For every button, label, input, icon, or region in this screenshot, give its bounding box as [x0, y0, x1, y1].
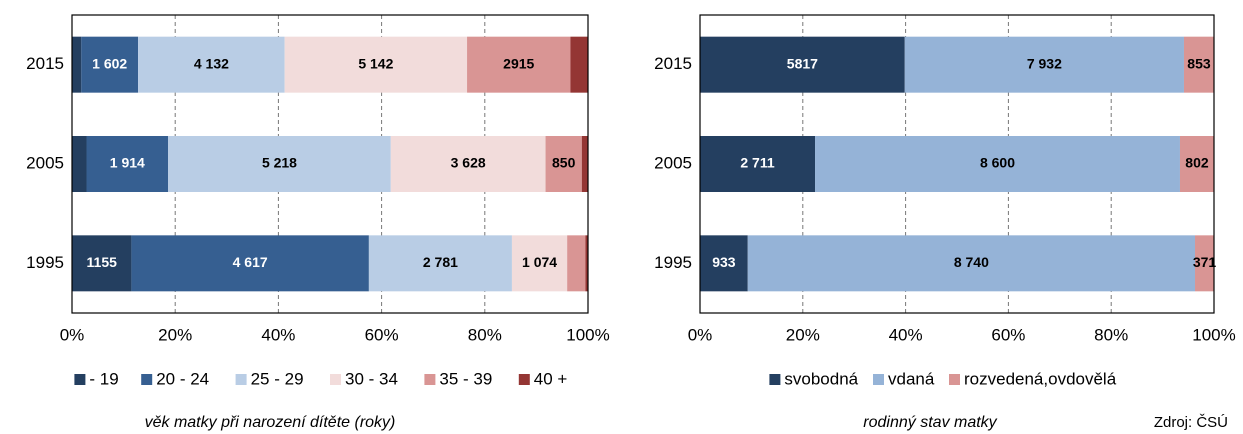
- bar-segment: [904, 36, 1184, 93]
- legend-swatch: [769, 374, 781, 385]
- value-label: 4 132: [194, 55, 229, 71]
- source: Zdroj: ČSÚ: [1154, 414, 1228, 431]
- value-label: 2 711: [740, 155, 774, 171]
- value-label: 5817: [787, 55, 818, 71]
- legend-swatch: [424, 374, 436, 385]
- value-label: 850: [552, 155, 576, 171]
- value-label: 802: [1185, 155, 1209, 171]
- x-tick-label: 40%: [889, 325, 923, 344]
- value-label: 5 142: [358, 55, 393, 71]
- bar-segment: [284, 36, 468, 93]
- legend-swatch: [141, 374, 153, 385]
- bar-segment: [168, 136, 391, 192]
- bar-segment: [700, 136, 816, 192]
- value-label: 3 628: [451, 155, 486, 171]
- value-label: 933: [712, 254, 736, 270]
- x-tick-label: 40%: [261, 325, 295, 344]
- bar-segment: [545, 136, 582, 192]
- legend-swatch: [235, 374, 247, 385]
- legend-label: vdaná: [888, 369, 935, 388]
- value-label: 7 932: [1027, 55, 1062, 71]
- plot-frame: [71, 14, 589, 314]
- value-label: 371: [1193, 254, 1217, 270]
- bar-segment: [390, 136, 546, 192]
- legend-swatch: [873, 374, 884, 385]
- x-tick-label: 0%: [60, 325, 85, 344]
- y-tick-label: 2005: [654, 153, 692, 172]
- legend-label: rozvedená,ovdovělá: [964, 369, 1117, 388]
- legend-label: svobodná: [784, 369, 858, 388]
- legend-swatch: [74, 374, 86, 385]
- bar-segment: [581, 136, 588, 192]
- caption: rodinný stav matky: [863, 414, 997, 431]
- x-tick-label: 80%: [468, 325, 502, 344]
- bar-segment: [700, 36, 905, 93]
- bar-segment: [570, 36, 588, 93]
- legend-label: - 19: [89, 369, 118, 388]
- bar-segment: [747, 235, 1196, 292]
- plot-frame: [699, 14, 1215, 314]
- value-label: 8 740: [954, 254, 989, 270]
- bar-segment: [567, 235, 586, 292]
- legend-label: 35 - 39: [439, 369, 492, 388]
- x-tick-label: 80%: [1094, 325, 1128, 344]
- value-label: 1 914: [110, 155, 145, 171]
- x-tick-label: 100%: [1192, 325, 1235, 344]
- legend-swatch: [949, 374, 960, 385]
- bar-segment: [131, 235, 369, 292]
- x-tick-label: 60%: [365, 325, 399, 344]
- legend-label: 20 - 24: [156, 369, 209, 388]
- x-tick-label: 0%: [688, 325, 713, 344]
- bar-segment: [138, 36, 285, 93]
- x-tick-label: 100%: [566, 325, 609, 344]
- x-tick-label: 60%: [991, 325, 1025, 344]
- x-tick-label: 20%: [786, 325, 820, 344]
- legend-swatch: [330, 374, 341, 385]
- value-label: 5 218: [262, 155, 297, 171]
- value-label: 853: [1187, 55, 1211, 71]
- bar-segment: [368, 235, 512, 292]
- bar-segment: [1179, 136, 1214, 192]
- value-label: 2 781: [423, 254, 458, 270]
- value-label: 1 602: [92, 55, 127, 71]
- x-tick-label: 20%: [158, 325, 192, 344]
- bar-segment: [72, 136, 87, 192]
- y-tick-label: 2015: [26, 54, 64, 73]
- bar-segment: [86, 136, 169, 192]
- caption: věk matky při narození dítěte (roky): [145, 414, 396, 431]
- value-label: 1 074: [522, 254, 557, 270]
- bar-segment: [72, 235, 132, 292]
- value-label: 2915: [503, 55, 534, 71]
- bar-segment: [1183, 36, 1214, 93]
- legend-swatch: [518, 374, 530, 385]
- value-label: 1155: [87, 254, 118, 270]
- value-label: 4 617: [233, 254, 268, 270]
- y-tick-label: 1995: [654, 253, 692, 272]
- bar-segment: [511, 235, 568, 292]
- y-tick-label: 1995: [26, 253, 64, 272]
- bar-segment: [815, 136, 1180, 192]
- bar-segment: [72, 36, 82, 93]
- y-tick-label: 2005: [26, 153, 64, 172]
- bar-segment: [1195, 235, 1214, 292]
- legend-label: 25 - 29: [251, 369, 304, 388]
- legend-label: 40 +: [534, 369, 568, 388]
- legend-label: 30 - 34: [345, 369, 398, 388]
- bar-segment: [467, 36, 571, 93]
- bar-segment: [700, 235, 748, 292]
- y-tick-label: 2015: [654, 54, 692, 73]
- value-label: 8 600: [980, 155, 1015, 171]
- bar-segment: [81, 36, 139, 93]
- bar-segment: [585, 235, 588, 292]
